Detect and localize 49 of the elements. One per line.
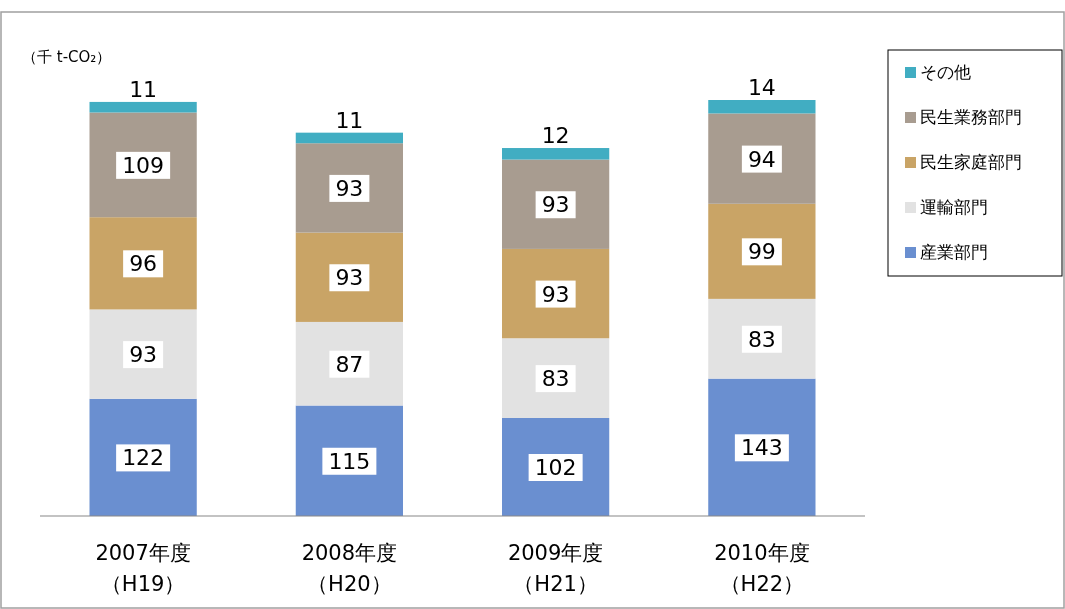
data-label: 11 [335,107,364,133]
bar [295,321,403,406]
bar [502,338,610,418]
bar [89,309,197,399]
legend-label: 民生業務部門 [920,107,1022,127]
bar [295,132,403,144]
data-label: 14 [747,75,776,100]
data-label: 83 [747,326,776,352]
data-label: 93 [541,192,570,218]
bar [295,232,403,322]
data-label: 93 [129,342,158,368]
bar [89,101,197,113]
data-label: 12 [541,123,570,149]
x-tick-label: 2007年度（H19） [95,541,191,596]
y-axis-title: （千 t-CO₂） [22,48,112,66]
data-label: 93 [335,265,364,291]
legend-label: 産業部門 [920,242,988,262]
data-label: 109 [122,152,165,178]
bar [708,298,816,379]
data-label: 11 [129,76,158,102]
bar [89,217,197,310]
data-label: 99 [747,239,776,265]
data-label: 96 [129,251,158,277]
x-tick-label: 2009年度（H21） [507,541,604,596]
legend-label: 運輸部門 [920,197,988,217]
bar [295,405,403,516]
bar [708,113,816,204]
bar [89,112,197,218]
data-label: 115 [328,448,371,474]
x-tick-label: 2008年度（H20） [301,541,398,596]
legend-label: 民生家庭部門 [920,152,1022,172]
data-label: 94 [747,146,776,172]
data-label: 93 [335,175,364,201]
bar [708,378,816,516]
data-label: 102 [534,455,577,480]
bar [502,248,610,339]
bar [502,148,610,160]
x-tick-label: 2010年度（H22） [714,541,810,596]
bar [708,100,816,114]
data-label: 87 [335,351,364,377]
data-label: 143 [740,435,783,461]
bar [708,203,816,299]
bar [295,143,403,233]
data-label: 83 [541,366,570,392]
bar [502,159,610,249]
data-label: 122 [122,445,165,471]
bar [89,398,197,516]
data-label: 93 [541,281,570,307]
legend-label: その他 [920,62,971,82]
